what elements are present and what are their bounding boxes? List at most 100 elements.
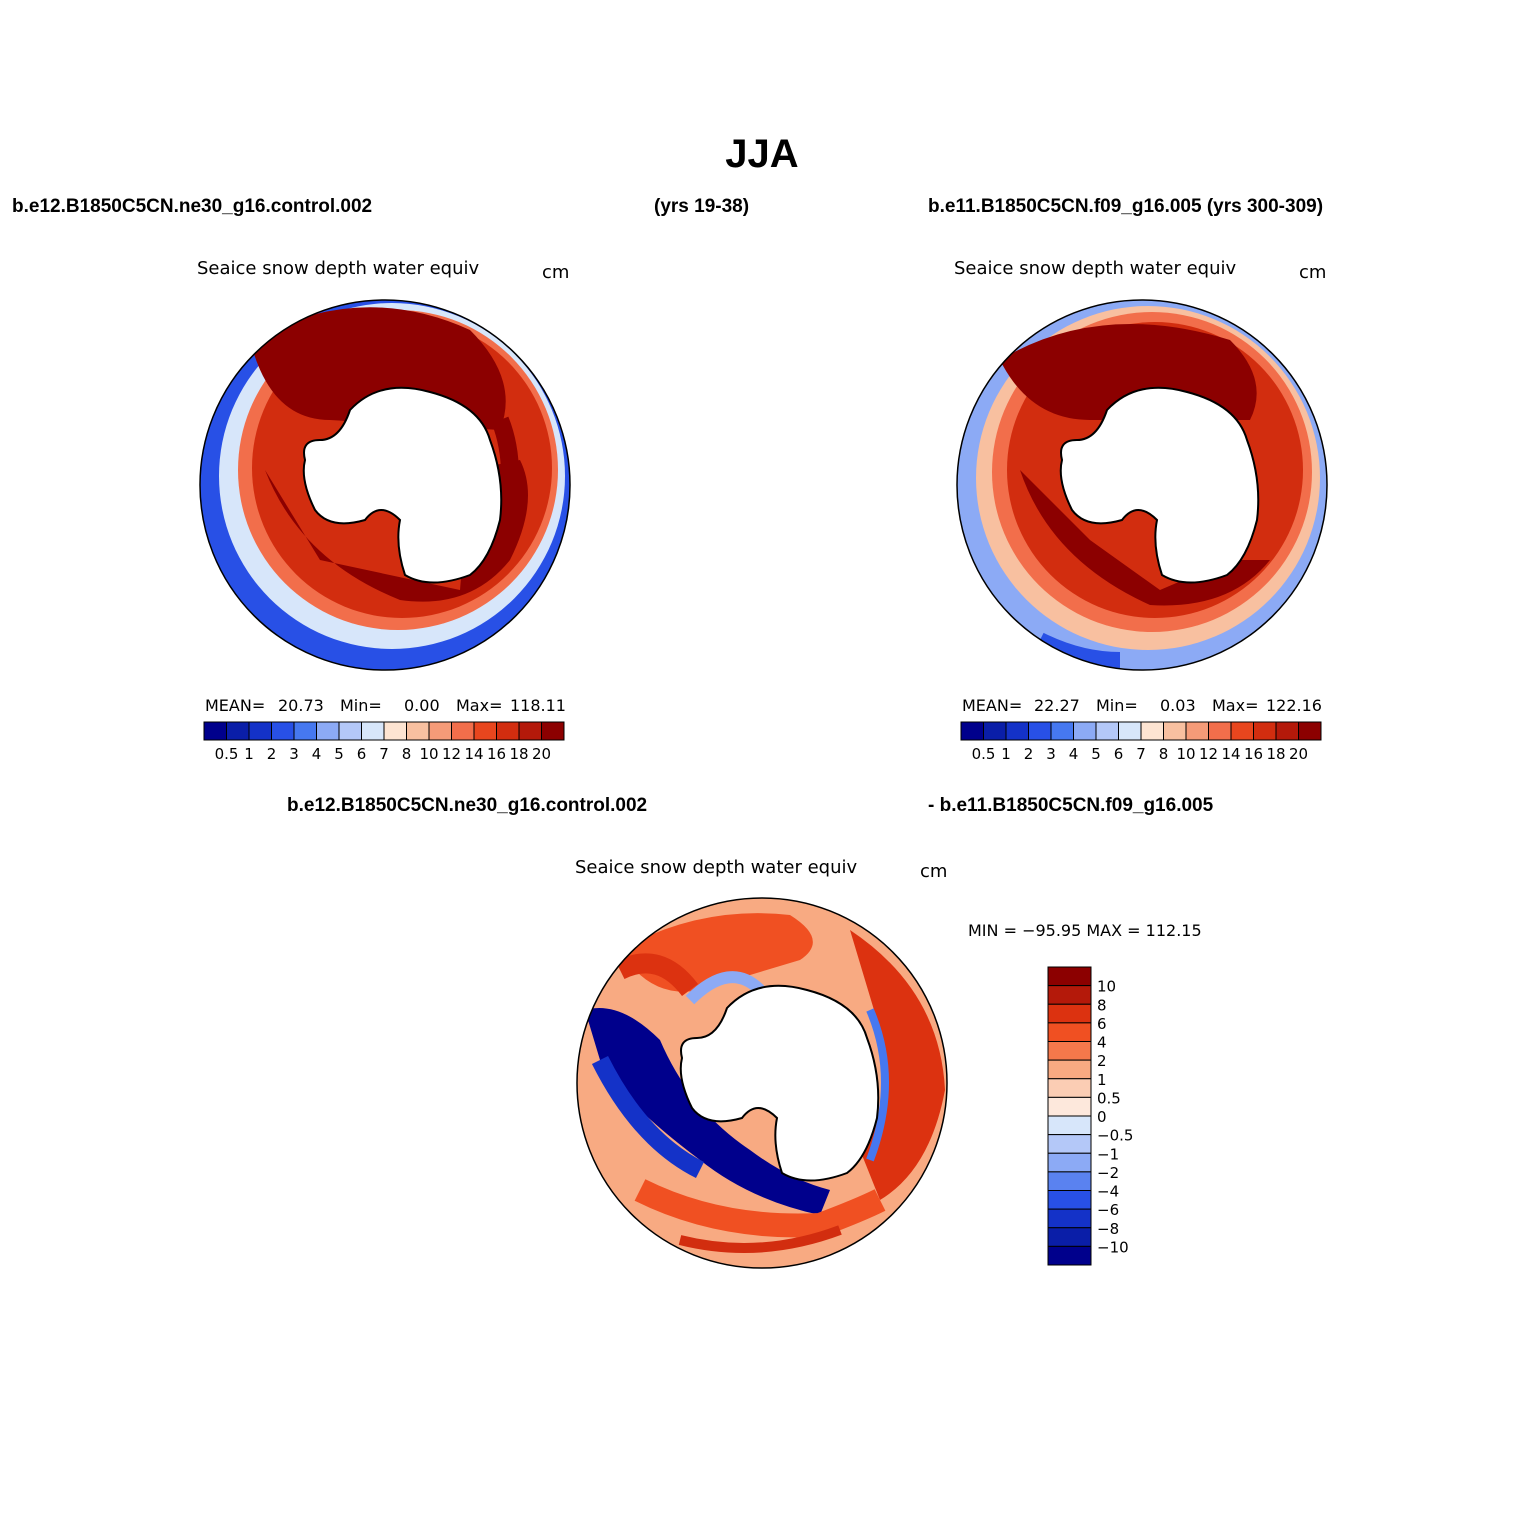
difference-colorbar-tick-label: −6 (1097, 1201, 1119, 1219)
difference-colorbar-swatch (1047, 966, 1092, 987)
panel2-colorbar-tick-label: 1 (1001, 745, 1011, 763)
difference-colorbar-swatch (1047, 1171, 1092, 1191)
panel1-antarctica (302, 386, 503, 584)
panel2-colorbar-tick-label: 2 (1024, 745, 1034, 763)
panel1-colorbar-swatch (338, 721, 362, 741)
difference-colorbar-tick-label: 2 (1097, 1052, 1107, 1070)
difference-colorbar-swatch (1047, 1096, 1092, 1117)
difference-colorbar-swatch (1047, 1245, 1092, 1266)
panel2-max-value: 122.16 (1266, 696, 1322, 715)
panel1-colorbar-swatch (271, 721, 295, 741)
panel2-colorbar-tick-label: 5 (1091, 745, 1101, 763)
header-years: (yrs 19-38) (654, 196, 749, 217)
difference-colorbar-tick-label: −2 (1097, 1164, 1119, 1182)
panel2-min-label: Min= (1096, 696, 1138, 715)
diff-label-right: - b.e11.B1850C5CN.f09_g16.005 (928, 795, 1214, 816)
panel1-colorbar-swatch (293, 721, 317, 741)
panel1-colorbar-swatch (428, 721, 452, 741)
difference-colorbar-tick-label: 6 (1097, 1015, 1107, 1033)
difference-colorbar-swatch (1047, 1134, 1092, 1154)
panel1-colorbar-swatch (226, 721, 250, 741)
difference-colorbar-tick-label: 4 (1097, 1034, 1107, 1052)
panel1-colorbar-tick-label: 16 (487, 745, 506, 763)
panel2-colorbar-tick-label: 14 (1221, 745, 1240, 763)
panel2-colorbar-tick-label: 3 (1046, 745, 1056, 763)
panel1-colorbar-tick-label: 12 (442, 745, 461, 763)
panel1-max-value: 118.11 (510, 696, 566, 715)
panel1-colorbar-tick-label: 20 (532, 745, 551, 763)
panel1-field (200, 300, 570, 670)
panel2-colorbar-swatch (1185, 721, 1209, 741)
difference-colorbar-tick-label: 1 (1097, 1071, 1107, 1089)
difference-colorbar-swatch (1047, 1227, 1092, 1247)
difference-colorbar-tick-label: −1 (1097, 1145, 1119, 1163)
panel1-colorbar-tick-label: 4 (312, 745, 322, 763)
panel-control-map: Seaice snow depth water equiv cm MEAN= 2… (197, 258, 571, 763)
panel1-mean-label: MEAN= (205, 696, 265, 715)
panel2-colorbar-swatch (1118, 721, 1142, 741)
difference-colorbar-swatch (1047, 1022, 1092, 1042)
panel2-mean-value: 22.27 (1034, 696, 1080, 715)
panel2-colorbar-tick-label: 4 (1069, 745, 1079, 763)
panel2-colorbar-swatch (1253, 721, 1277, 741)
panel2-min-value: 0.03 (1160, 696, 1196, 715)
panel3-variable: Seaice snow depth water equiv (575, 857, 857, 878)
difference-colorbar-swatch (1047, 1115, 1092, 1136)
panel2-colorbar-swatch (1073, 721, 1097, 741)
panel1-mean-value: 20.73 (278, 696, 324, 715)
panel2-colorbar-swatch (983, 721, 1007, 741)
panel2-colorbar-swatch (1005, 721, 1029, 741)
difference-colorbar-swatch (1047, 1152, 1092, 1173)
panel2-colorbar-tick-label: 7 (1136, 745, 1146, 763)
panel2-mean-label: MEAN= (962, 696, 1022, 715)
panel1-variable: Seaice snow depth water equiv (197, 258, 479, 279)
panel2-colorbar-swatch (1163, 721, 1187, 741)
panel2-field (957, 300, 1327, 670)
panel1-colorbar-tick-label: 0.5 (215, 745, 239, 763)
panel2-variable: Seaice snow depth water equiv (954, 258, 1236, 279)
difference-colorbar-tick-label: −10 (1097, 1238, 1129, 1256)
header-right-case: b.e11.B1850C5CN.f09_g16.005 (yrs 300-309… (928, 196, 1323, 217)
panel2-colorbar-swatch (1275, 721, 1299, 741)
panel1-colorbar-tick-label: 3 (289, 745, 299, 763)
panel-difference-map: Seaice snow depth water equiv cm MIN = −… (575, 857, 1202, 1269)
panel1-colorbar-tick-label: 10 (419, 745, 438, 763)
panel3-field (577, 898, 947, 1268)
panel3-units: cm (920, 861, 947, 882)
panel1-colorbar-swatch (496, 721, 520, 741)
panel2-colorbar-swatch (1140, 721, 1164, 741)
panel1-colorbar-swatch (451, 721, 475, 741)
difference-colorbar-swatch (1047, 1059, 1092, 1080)
difference-colorbar-swatch (1047, 1041, 1092, 1061)
difference-colorbar-tick-label: 0 (1097, 1108, 1107, 1126)
panel1-min-label: Min= (340, 696, 382, 715)
difference-colorbar-tick-label: −8 (1097, 1220, 1119, 1238)
panel2-colorbar-swatch (1208, 721, 1232, 741)
panel1-colorbar-swatch (518, 721, 542, 741)
difference-colorbar-swatch (1047, 1003, 1092, 1024)
panel2-colorbar-tick-label: 20 (1289, 745, 1308, 763)
panel1-colorbar-tick-label: 6 (357, 745, 367, 763)
panel1-colorbar-swatch (316, 721, 340, 741)
panel2-units: cm (1299, 262, 1326, 283)
panel1-colorbar-tick-label: 5 (334, 745, 344, 763)
panel2-colorbar-tick-label: 8 (1159, 745, 1169, 763)
panel2-antarctica (1059, 386, 1260, 584)
panel2-colorbar-swatch (1028, 721, 1052, 741)
panel2-colorbar-tick-label: 6 (1114, 745, 1124, 763)
panel1-colorbar-swatch (406, 721, 430, 741)
panel1-units: cm (542, 262, 569, 283)
panel3-minmax: MIN = −95.95 MAX = 112.15 (968, 921, 1202, 940)
figure-title: JJA (725, 132, 798, 176)
diff-label-left: b.e12.B1850C5CN.ne30_g16.control.002 (287, 795, 647, 816)
panel1-colorbar-swatch (541, 721, 565, 741)
panel1-min-value: 0.00 (404, 696, 440, 715)
panel1-colorbar-swatch (203, 721, 227, 741)
difference-colorbar-tick-label: 10 (1097, 978, 1116, 996)
panel1-colorbar-swatch (361, 721, 385, 741)
difference-colorbar-tick-label: 0.5 (1097, 1089, 1121, 1107)
panel1-colorbar-tick-label: 14 (464, 745, 483, 763)
panel2-colorbar-swatch (1230, 721, 1254, 741)
panel1-colorbar: 0.5 1 2 3 4 5 6 7 8 10 12 14 16 18 20 (203, 721, 565, 763)
